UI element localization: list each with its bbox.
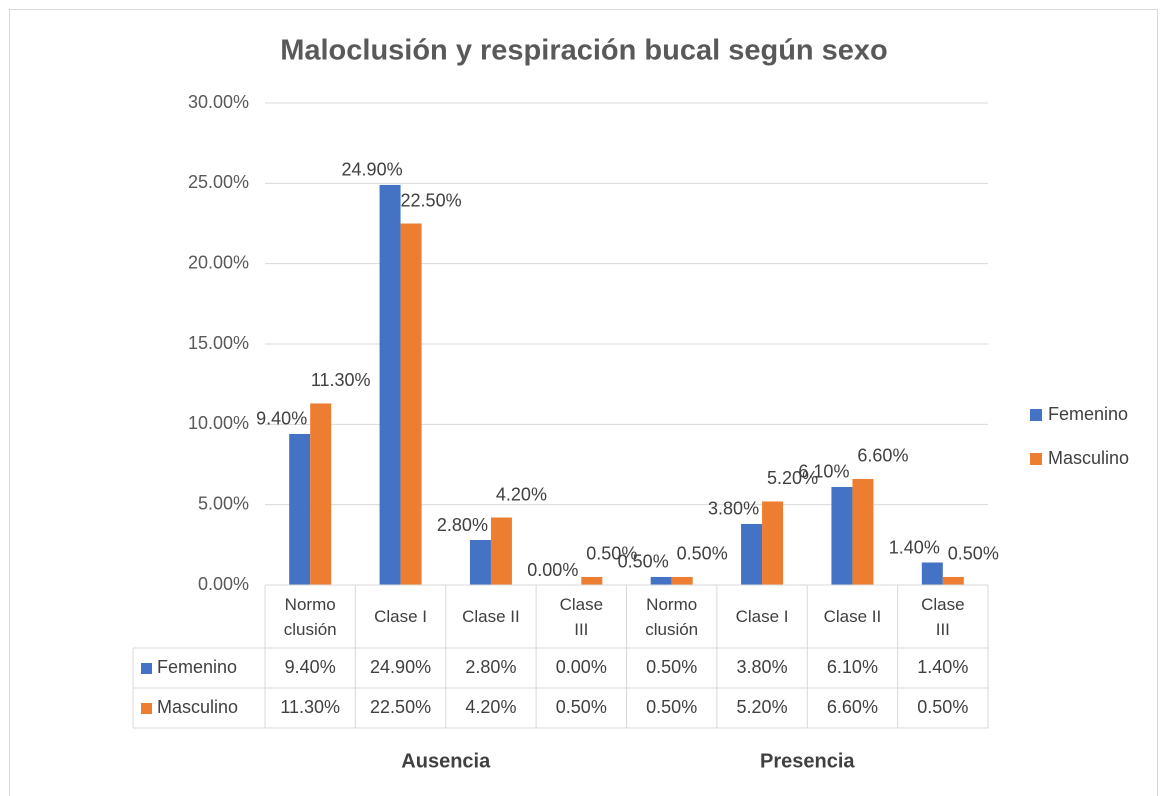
y-tick-label: 5.00% <box>198 493 249 513</box>
group-label: Presencia <box>760 750 855 772</box>
data-label: 0.50% <box>586 544 637 564</box>
table-cell: 0.50% <box>646 657 697 677</box>
bar <box>469 540 491 585</box>
table-row-label: Masculino <box>157 697 238 717</box>
bar <box>400 223 422 585</box>
table-cell: 0.50% <box>646 697 697 717</box>
x-tick-cell: Clase III <box>536 585 626 648</box>
x-tick-cell: Clase I <box>355 585 445 648</box>
x-tick-cell: Normo clusión <box>627 585 717 648</box>
table-cell: 3.80% <box>737 657 788 677</box>
x-tick-label-box: Clase III <box>898 585 988 648</box>
y-tick-label: 30.00% <box>188 92 249 112</box>
table-cell: 6.10% <box>827 657 878 677</box>
data-label: 24.90% <box>342 160 403 180</box>
x-tick-label: Normo clusión <box>283 594 337 639</box>
bar <box>310 403 332 585</box>
bar <box>942 576 964 585</box>
x-tick-label-box: Normo clusión <box>265 585 355 648</box>
data-label: 5.20% <box>767 468 818 488</box>
x-tick-cell: Clase II <box>446 585 536 648</box>
bar <box>831 486 853 585</box>
group-label: Ausencia <box>401 750 491 772</box>
x-tick-label-box: Clase I <box>717 585 807 648</box>
table-cell: 24.90% <box>370 657 431 677</box>
table-cell: 2.80% <box>465 657 516 677</box>
x-tick-cell: Normo clusión <box>265 585 355 648</box>
data-label: 6.60% <box>857 446 908 466</box>
bar <box>581 576 603 585</box>
x-tick-label: Clase I <box>735 607 789 626</box>
data-label: 11.30% <box>311 370 371 390</box>
x-tick-label-box: Normo clusión <box>627 585 717 648</box>
bar <box>741 523 763 585</box>
y-tick-label: 10.00% <box>188 413 249 433</box>
data-label: 9.40% <box>256 409 307 429</box>
table-cell: 6.60% <box>827 697 878 717</box>
data-label: 22.50% <box>401 190 462 210</box>
x-tick-cell: Clase II <box>807 585 897 648</box>
table-cell: 0.00% <box>556 657 607 677</box>
chart-border <box>9 9 1158 796</box>
data-label: 6.10% <box>798 462 849 482</box>
bar <box>650 576 672 585</box>
x-tick-label-box: Clase I <box>355 585 445 648</box>
legend-key <box>1030 453 1042 465</box>
data-label: 0.50% <box>618 552 669 572</box>
x-tick-label: Clase I <box>374 607 428 626</box>
x-tick-label: Clase II <box>462 607 520 626</box>
y-tick-label: 0.00% <box>198 574 249 594</box>
x-tick-label-box: Clase II <box>446 585 536 648</box>
x-tick-label: Normo clusión <box>645 594 699 639</box>
table-cell: 22.50% <box>370 697 431 717</box>
legend-label: Femenino <box>1048 404 1128 424</box>
bar <box>671 576 693 585</box>
data-label: 3.80% <box>708 499 759 519</box>
x-tick-label-box: Clase II <box>807 585 897 648</box>
y-tick-label: 25.00% <box>188 172 249 192</box>
bar <box>852 478 874 585</box>
table-cell: 5.20% <box>737 697 788 717</box>
data-label: 0.50% <box>677 544 728 564</box>
bar <box>921 562 943 585</box>
legend-key <box>1030 409 1042 421</box>
table-cell: 0.50% <box>917 697 968 717</box>
table-legend-key <box>141 703 152 714</box>
y-tick-label: 15.00% <box>188 333 249 353</box>
table-legend-key <box>141 663 152 674</box>
x-tick-label: Clase III <box>559 594 604 639</box>
x-tick-label: Clase II <box>823 607 882 626</box>
data-label: 1.40% <box>889 537 940 557</box>
table-cell: 4.20% <box>465 697 516 717</box>
chart-title: Maloclusión y respiración bucal según se… <box>280 35 888 67</box>
data-label: 4.20% <box>496 484 547 504</box>
x-tick-label-box: Clase III <box>536 585 626 648</box>
legend-label: Masculino <box>1048 448 1129 468</box>
data-label: 0.00% <box>527 560 578 580</box>
table-cell: 0.50% <box>556 697 607 717</box>
table-cell: 11.30% <box>280 697 340 717</box>
table-cell: 9.40% <box>285 657 336 677</box>
table-cell: 1.40% <box>917 657 968 677</box>
y-tick-label: 20.00% <box>188 252 249 272</box>
bar <box>379 184 401 585</box>
bar <box>490 517 512 585</box>
bar <box>762 501 784 585</box>
bar <box>289 433 311 585</box>
table-row-label: Femenino <box>157 657 237 677</box>
x-tick-cell: Clase III <box>898 585 988 648</box>
data-label: 0.50% <box>948 544 999 564</box>
data-label: 2.80% <box>437 515 488 535</box>
x-tick-label: Clase III <box>921 594 965 639</box>
x-tick-cell: Clase I <box>717 585 807 648</box>
